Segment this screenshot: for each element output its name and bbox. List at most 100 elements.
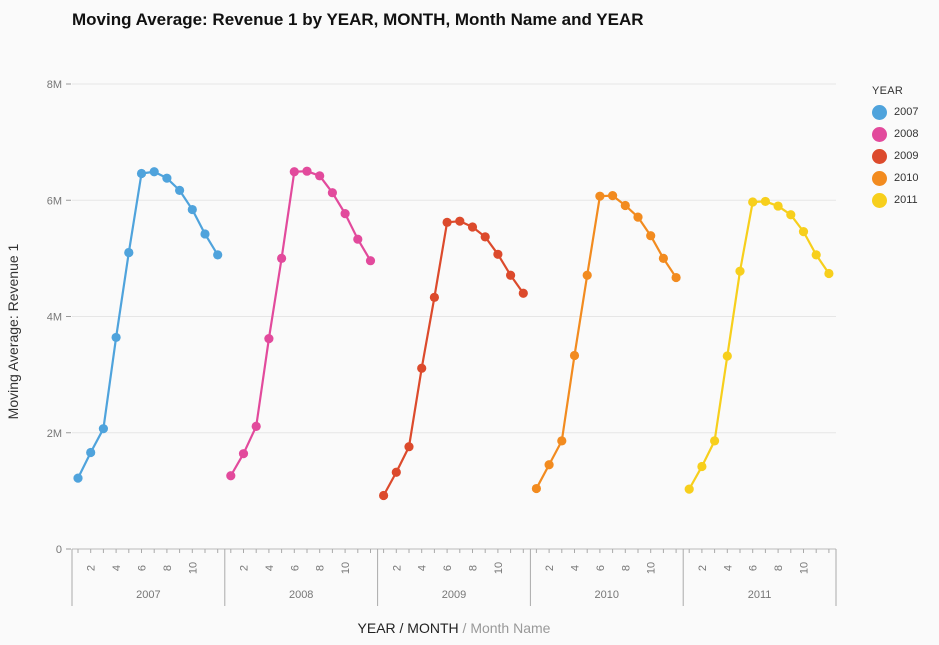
legend-label: 2009 xyxy=(894,150,919,162)
data-point xyxy=(646,231,656,241)
data-point xyxy=(557,436,567,446)
x-month-label: 4 xyxy=(417,565,429,571)
data-point xyxy=(353,234,363,244)
data-point xyxy=(98,424,108,434)
legend-swatch xyxy=(872,170,887,186)
x-month-label: 8 xyxy=(162,565,174,571)
y-tick-label: 2M xyxy=(47,428,62,440)
x-month-label: 2 xyxy=(544,565,556,571)
data-point xyxy=(620,200,630,211)
x-month-label: 4 xyxy=(264,565,276,571)
data-point xyxy=(608,191,618,201)
data-point xyxy=(264,333,274,344)
data-point xyxy=(136,168,147,179)
series-line-2009 xyxy=(382,220,525,497)
data-point xyxy=(824,268,834,279)
data-point xyxy=(595,191,605,201)
y-axis-title: Moving Average: Revenue 1 xyxy=(5,243,21,419)
data-point xyxy=(187,204,197,215)
legend-item[interactable]: 2011 xyxy=(872,189,918,211)
data-point xyxy=(277,253,287,263)
data-point xyxy=(493,249,503,259)
series-line-2011 xyxy=(688,200,830,490)
data-point xyxy=(569,350,580,361)
x-year-label: 2008 xyxy=(289,589,313,601)
series-line-2010 xyxy=(535,194,678,490)
x-month-label: 2 xyxy=(86,565,98,571)
legend-swatch xyxy=(872,192,887,208)
data-point xyxy=(226,471,236,481)
chart-title: Moving Average: Revenue 1 by YEAR, MONTH… xyxy=(72,10,644,29)
data-point xyxy=(544,460,554,470)
y-tick-label: 4M xyxy=(47,312,62,324)
data-point xyxy=(518,288,528,298)
data-point xyxy=(124,247,134,258)
data-point xyxy=(417,363,427,373)
data-point xyxy=(429,292,439,302)
legend-item[interactable]: 2010 xyxy=(872,167,918,189)
data-point xyxy=(238,449,249,459)
data-point xyxy=(798,227,809,237)
data-point xyxy=(773,201,783,211)
x-month-label: 6 xyxy=(595,565,607,571)
x-month-label: 10 xyxy=(340,562,352,574)
x-axis-title-sep: / xyxy=(458,620,471,636)
data-point xyxy=(684,484,694,494)
x-month-label: 8 xyxy=(773,565,785,571)
data-point xyxy=(162,173,172,183)
x-year-label: 2011 xyxy=(748,589,772,601)
data-point xyxy=(582,270,592,280)
data-point xyxy=(531,483,542,494)
x-month-label: 10 xyxy=(493,562,505,574)
x-month-label: 2 xyxy=(697,565,709,571)
data-point xyxy=(722,351,732,361)
x-month-label: 10 xyxy=(187,562,199,574)
data-point xyxy=(340,209,350,219)
data-point xyxy=(442,217,452,227)
legend-item[interactable]: 2008 xyxy=(872,123,918,145)
x-axis-title: YEAR / MONTH / Month Name xyxy=(0,620,908,636)
x-axis-title-main: YEAR / MONTH xyxy=(357,620,459,636)
data-point xyxy=(200,229,210,239)
data-point xyxy=(735,266,745,276)
legend-label: 2008 xyxy=(894,128,919,140)
data-point xyxy=(302,166,312,176)
data-point xyxy=(404,442,414,452)
x-month-label: 6 xyxy=(442,565,454,571)
data-point xyxy=(760,196,771,207)
x-month-label: 4 xyxy=(722,565,734,571)
x-year-label: 2007 xyxy=(136,589,160,601)
legend-label: 2010 xyxy=(894,172,919,184)
y-tick-label: 8M xyxy=(47,79,62,91)
x-month-label: 2 xyxy=(391,565,403,571)
legend-swatch xyxy=(872,104,887,120)
x-month-label: 6 xyxy=(137,565,149,571)
data-point xyxy=(697,461,707,472)
y-tick-label: 0 xyxy=(56,544,62,556)
x-month-label: 2 xyxy=(239,565,251,571)
data-point xyxy=(633,212,643,222)
data-point xyxy=(315,171,325,181)
data-point xyxy=(111,332,121,343)
legend-item[interactable]: 2007 xyxy=(872,101,918,123)
x-month-label: 8 xyxy=(315,565,327,571)
data-point xyxy=(748,197,758,207)
x-year-label: 2009 xyxy=(442,589,466,601)
x-month-label: 6 xyxy=(289,565,301,571)
x-axis-title-sub: Month Name xyxy=(470,620,551,636)
series-line-2008 xyxy=(229,170,372,477)
data-point xyxy=(251,421,261,431)
data-point xyxy=(658,253,669,263)
legend-item[interactable]: 2009 xyxy=(872,145,918,167)
data-point xyxy=(811,250,821,260)
y-tick-label: 6M xyxy=(47,195,62,207)
data-point xyxy=(480,232,490,242)
data-point xyxy=(175,185,185,195)
x-month-label: 10 xyxy=(799,562,811,574)
x-month-label: 4 xyxy=(111,565,123,571)
data-point xyxy=(506,270,516,280)
legend-swatch xyxy=(872,148,887,164)
x-month-label: 6 xyxy=(748,565,760,571)
x-month-label: 10 xyxy=(646,562,658,574)
